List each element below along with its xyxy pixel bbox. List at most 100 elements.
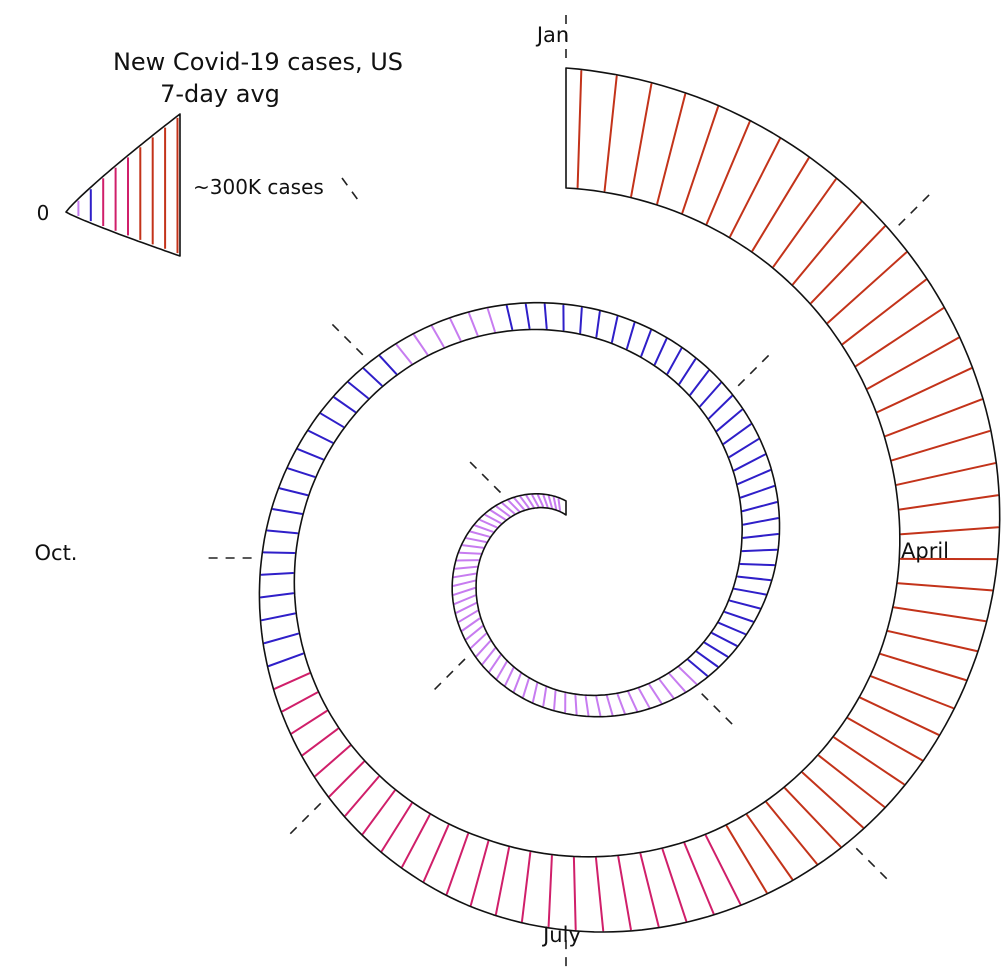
spiral-bar <box>740 485 775 499</box>
spiral-bar <box>484 514 502 525</box>
spiral-bar <box>737 575 772 582</box>
spiral-bar <box>261 612 296 622</box>
spiral-bar <box>455 602 477 614</box>
spiral-bar <box>741 548 778 553</box>
spiral-bar <box>267 652 304 667</box>
spiral-bar <box>465 625 484 641</box>
spiral-bar <box>689 369 710 396</box>
spiral-bar <box>495 846 510 916</box>
spiral-bar <box>542 494 549 508</box>
spiral-bar <box>737 469 771 485</box>
spiral-bar <box>897 582 993 592</box>
spiral-outline <box>258 67 1001 933</box>
month-tick <box>898 192 932 226</box>
spiral-bar <box>678 666 698 685</box>
spiral-bar <box>708 395 733 420</box>
month-label-july: July <box>541 923 581 947</box>
spiral-bar <box>683 842 715 915</box>
spiral-bar <box>653 338 668 366</box>
spiral-bar <box>765 801 818 865</box>
spiral-bar <box>576 70 583 189</box>
spiral-bar <box>859 696 940 736</box>
spiral-bar <box>876 367 973 413</box>
spiral-bar <box>361 789 396 835</box>
spiral-bar <box>287 467 316 478</box>
spiral-bar <box>524 303 531 330</box>
spiral-bar <box>521 851 532 923</box>
spiral-bar <box>742 533 779 539</box>
spiral-bar <box>716 408 743 432</box>
spiral-bar <box>751 157 810 252</box>
spiral-bars <box>259 70 999 932</box>
spiral-bar <box>422 824 450 882</box>
spiral-bar <box>519 495 530 509</box>
legend-pointer-dash <box>341 177 359 201</box>
spiral-bar <box>661 848 688 922</box>
spiral-bar <box>879 653 967 681</box>
spiral-bar <box>884 398 983 437</box>
spiral-bar <box>465 537 487 543</box>
spiral-bar <box>531 494 540 508</box>
spiral-bar <box>504 667 515 687</box>
spiral-bar <box>893 606 987 623</box>
spiral-bar <box>395 343 413 365</box>
spiral-bar <box>572 856 577 931</box>
spiral-bar <box>616 693 626 715</box>
spiral-bar <box>626 322 636 350</box>
spiral-bar <box>486 308 496 333</box>
spiral-bar <box>847 717 923 762</box>
spiral-bar <box>658 678 675 699</box>
spiral-bar <box>379 355 398 375</box>
spiral-bar <box>574 694 578 715</box>
spiral-bar <box>699 382 722 408</box>
spiral-bar <box>537 494 544 508</box>
spiral-bar <box>263 632 299 645</box>
spiral-bar <box>281 691 319 713</box>
spiral-bar <box>279 487 309 497</box>
spiral-bar <box>513 497 525 511</box>
month-tick <box>855 847 889 881</box>
spiral-bar <box>557 498 561 512</box>
spiral-bar <box>611 315 619 343</box>
spiral-bar <box>668 673 686 693</box>
spiral-bar <box>579 307 583 334</box>
spiral-bar <box>841 278 927 345</box>
chart-title: New Covid-19 cases, US <box>113 48 403 76</box>
spiral-bar <box>552 496 558 510</box>
legend-bars <box>77 117 179 254</box>
spiral-bar <box>547 495 553 509</box>
spiral-bar <box>681 106 719 214</box>
month-tick <box>288 802 322 836</box>
spiral-bar <box>461 617 481 632</box>
spiral-bar <box>266 529 299 535</box>
spiral-bar <box>855 307 945 367</box>
spiral-bar <box>648 683 663 704</box>
spiral-bar <box>413 334 429 356</box>
spiral-bar <box>461 544 484 549</box>
month-ticks <box>206 13 932 969</box>
spiral-bar <box>401 814 431 868</box>
spiral-bar <box>479 519 498 529</box>
month-tick <box>468 460 502 494</box>
spiral-bar <box>729 138 781 238</box>
spiral-bar <box>553 690 557 711</box>
spiral-bar <box>469 530 491 538</box>
spiral-bar <box>454 565 478 570</box>
spiral-bar <box>488 654 502 673</box>
spiral-bar <box>262 551 296 554</box>
spiral-bar <box>640 329 652 357</box>
spiral-bar <box>474 524 494 533</box>
spiral-bar <box>595 310 601 338</box>
spiral-bar <box>746 814 794 880</box>
spiral-bar <box>900 526 999 536</box>
spiral-bar <box>725 825 768 894</box>
spiral-bar <box>870 675 954 709</box>
spiral-bar <box>470 632 487 649</box>
spiral-bar <box>705 121 751 225</box>
spiral-bar <box>547 855 553 928</box>
spiral-bar <box>733 587 767 596</box>
month-label-oct: Oct. <box>35 541 78 565</box>
spiral-bar <box>630 83 653 198</box>
spiral-bar <box>458 551 482 555</box>
